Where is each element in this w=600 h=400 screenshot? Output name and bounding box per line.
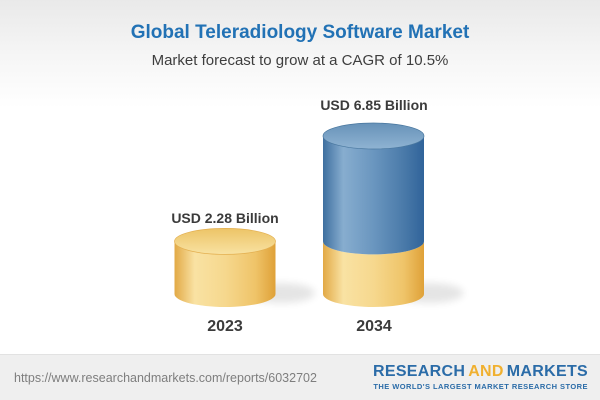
chart-header: Global Teleradiology Software Market Mar… [0,0,600,69]
research-and-markets-logo: RESEARCH AND MARKETS THE WORLD'S LARGEST M… [373,364,588,391]
footer-bar: https://www.researchandmarkets.com/repor… [0,354,600,400]
logo-word-and: AND [468,363,504,381]
logo-word-research: RESEARCH [373,363,466,381]
page-title: Global Teleradiology Software Market [130,22,470,43]
page-subtitle: Market forecast to grow at a CAGR of 10.… [151,52,449,69]
bar-2034-base-segment [323,241,424,307]
logo-wordmark: RESEARCH AND MARKETS [373,364,588,380]
value-label-2023: USD 2.28 Billion [171,210,279,226]
report-url: https://www.researchandmarkets.com/repor… [14,370,317,385]
bar-2023-body [174,241,276,307]
bar-2034-growth-segment [323,136,424,255]
bar-2023-top [174,228,276,255]
logo-tagline: THE WORLD'S LARGEST MARKET RESEARCH STOR… [373,382,588,392]
category-label-2023: 2023 [207,318,243,335]
bar-2034-top [322,122,425,150]
category-label-2034: 2034 [356,318,392,335]
value-label-2034: USD 6.85 Billion [320,97,428,113]
logo-word-markets: MARKETS [506,363,588,381]
